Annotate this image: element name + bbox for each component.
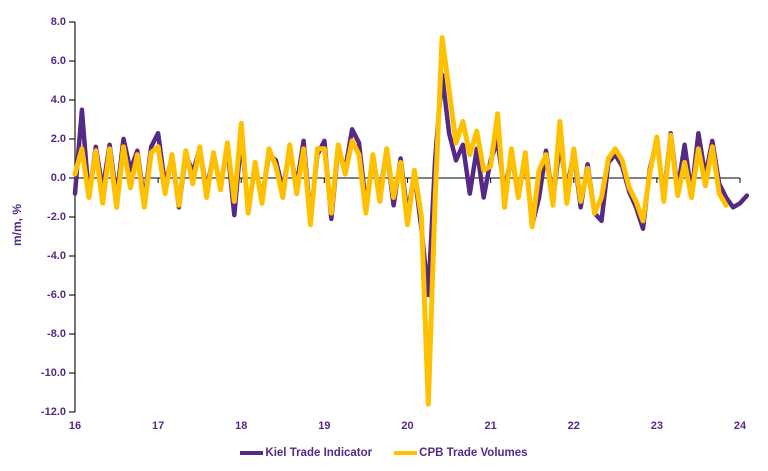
y-tick-label: -8.0 <box>47 328 66 340</box>
cpb-trade-volumes-swatch <box>394 451 418 455</box>
x-tick-label: 23 <box>650 420 663 432</box>
y-axis-title: m/m, % <box>10 204 24 247</box>
y-tick-label: -2.0 <box>47 211 66 223</box>
y-tick-label: 8.0 <box>50 16 66 28</box>
y-tick-label: -12.0 <box>40 406 66 418</box>
x-tick-label: 24 <box>733 420 747 432</box>
x-tick-label: 20 <box>401 420 414 432</box>
legend-item-cpb-trade-volumes: CPB Trade Volumes <box>394 447 528 459</box>
y-tick-label: 4.0 <box>50 94 66 106</box>
y-tick-label: -4.0 <box>47 250 66 262</box>
y-tick-label: -6.0 <box>47 289 66 301</box>
y-tick-label: -10.0 <box>40 367 66 379</box>
legend-item-kiel-trade-indicator: Kiel Trade Indicator <box>240 447 372 459</box>
x-tick-label: 17 <box>152 420 165 432</box>
x-tick-label: 16 <box>68 420 82 432</box>
kiel-trade-indicator-swatch <box>240 451 264 455</box>
x-tick-label: 21 <box>484 420 497 432</box>
y-tick-label: 6.0 <box>50 55 66 67</box>
chart-legend: Kiel Trade Indicator CPB Trade Volumes <box>0 447 768 459</box>
cpb-trade-volumes-label: CPB Trade Volumes <box>419 447 528 459</box>
y-tick-label: 0.0 <box>50 172 66 184</box>
kiel-trade-indicator-label: Kiel Trade Indicator <box>265 447 373 459</box>
x-tick-label: 19 <box>318 420 331 432</box>
cpb-trade-volumes-line <box>72 35 729 407</box>
x-tick-label: 22 <box>567 420 580 432</box>
y-tick-label: 2.0 <box>50 133 66 145</box>
x-tick-label: 18 <box>235 420 248 432</box>
